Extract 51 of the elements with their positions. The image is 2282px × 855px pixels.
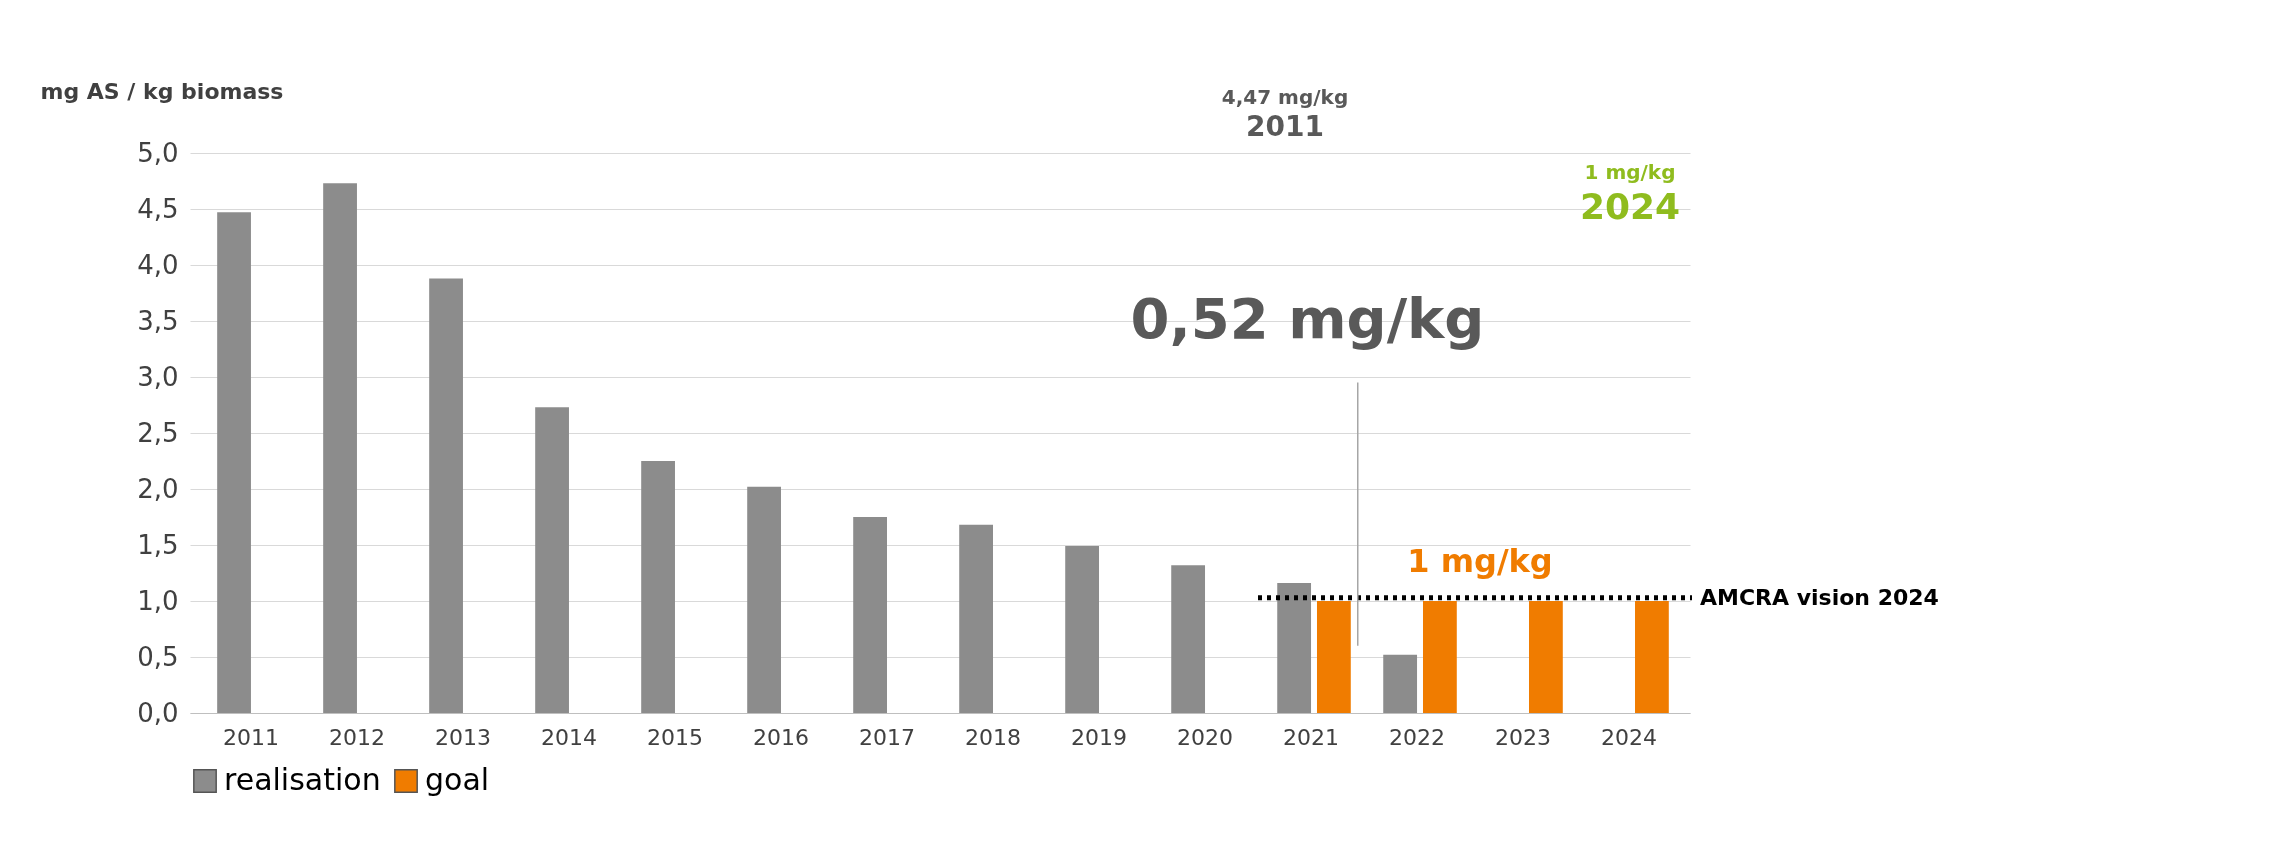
annotation: 0,52 mg/kg bbox=[1130, 286, 1485, 351]
y-tick-label: 5,0 bbox=[137, 137, 179, 168]
x-tick-label: 2020 bbox=[1177, 724, 1234, 750]
annotation: 2024 bbox=[1579, 186, 1681, 227]
bar bbox=[323, 183, 357, 713]
y-tick-label: 2,0 bbox=[137, 473, 179, 504]
y-tick-label: 0,0 bbox=[137, 697, 179, 728]
bar bbox=[1635, 601, 1669, 713]
bar bbox=[959, 524, 993, 713]
x-tick-label: 2016 bbox=[752, 724, 809, 750]
bar bbox=[217, 212, 251, 713]
x-tick-label: 2024 bbox=[1601, 724, 1658, 750]
annotation: 1 mg/kg bbox=[1407, 541, 1553, 580]
x-tick-label: 2015 bbox=[646, 724, 703, 750]
y-axis-title: mg AS / kg biomass bbox=[40, 78, 284, 104]
ref-line-label: AMCRA vision 2024 bbox=[1700, 584, 1939, 610]
bar bbox=[853, 517, 887, 713]
legend-label: realisation bbox=[224, 762, 381, 797]
y-tick-label: 1,5 bbox=[137, 529, 179, 560]
x-tick-label: 2014 bbox=[540, 724, 597, 750]
x-tick-label: 2013 bbox=[434, 724, 491, 750]
x-tick-label: 2011 bbox=[222, 724, 279, 750]
bar bbox=[535, 407, 569, 713]
bar bbox=[1529, 601, 1563, 713]
x-tick-label: 2019 bbox=[1071, 724, 1128, 750]
x-tick-label: 2021 bbox=[1283, 724, 1340, 750]
x-tick-label: 2018 bbox=[965, 724, 1021, 750]
annotation: 1 mg/kg bbox=[1584, 160, 1676, 184]
x-tick-label: 2012 bbox=[328, 724, 385, 750]
bar bbox=[1422, 601, 1457, 713]
bar bbox=[1277, 583, 1312, 713]
x-tick-label: 2023 bbox=[1495, 724, 1552, 750]
bar bbox=[1065, 546, 1100, 713]
y-tick-label: 1,0 bbox=[137, 585, 179, 616]
bar bbox=[641, 461, 675, 713]
x-tick-label: 2022 bbox=[1389, 724, 1446, 750]
y-tick-label: 0,5 bbox=[137, 641, 179, 672]
y-tick-label: 2,5 bbox=[137, 417, 179, 448]
y-tick-label: 3,0 bbox=[137, 361, 179, 392]
bar bbox=[1383, 654, 1418, 713]
bar bbox=[1171, 565, 1206, 713]
x-tick-label: 2017 bbox=[859, 724, 915, 750]
bar bbox=[429, 278, 463, 713]
y-tick-label: 4,5 bbox=[137, 193, 179, 224]
bar bbox=[1316, 601, 1351, 713]
y-tick-label: 3,5 bbox=[137, 305, 179, 336]
text: 4,47 mg/kg bbox=[1221, 85, 1349, 109]
y-tick-label: 4,0 bbox=[137, 249, 179, 280]
bar bbox=[747, 486, 781, 713]
text: 2011 bbox=[1246, 110, 1324, 143]
legend-label: goal bbox=[425, 762, 490, 797]
